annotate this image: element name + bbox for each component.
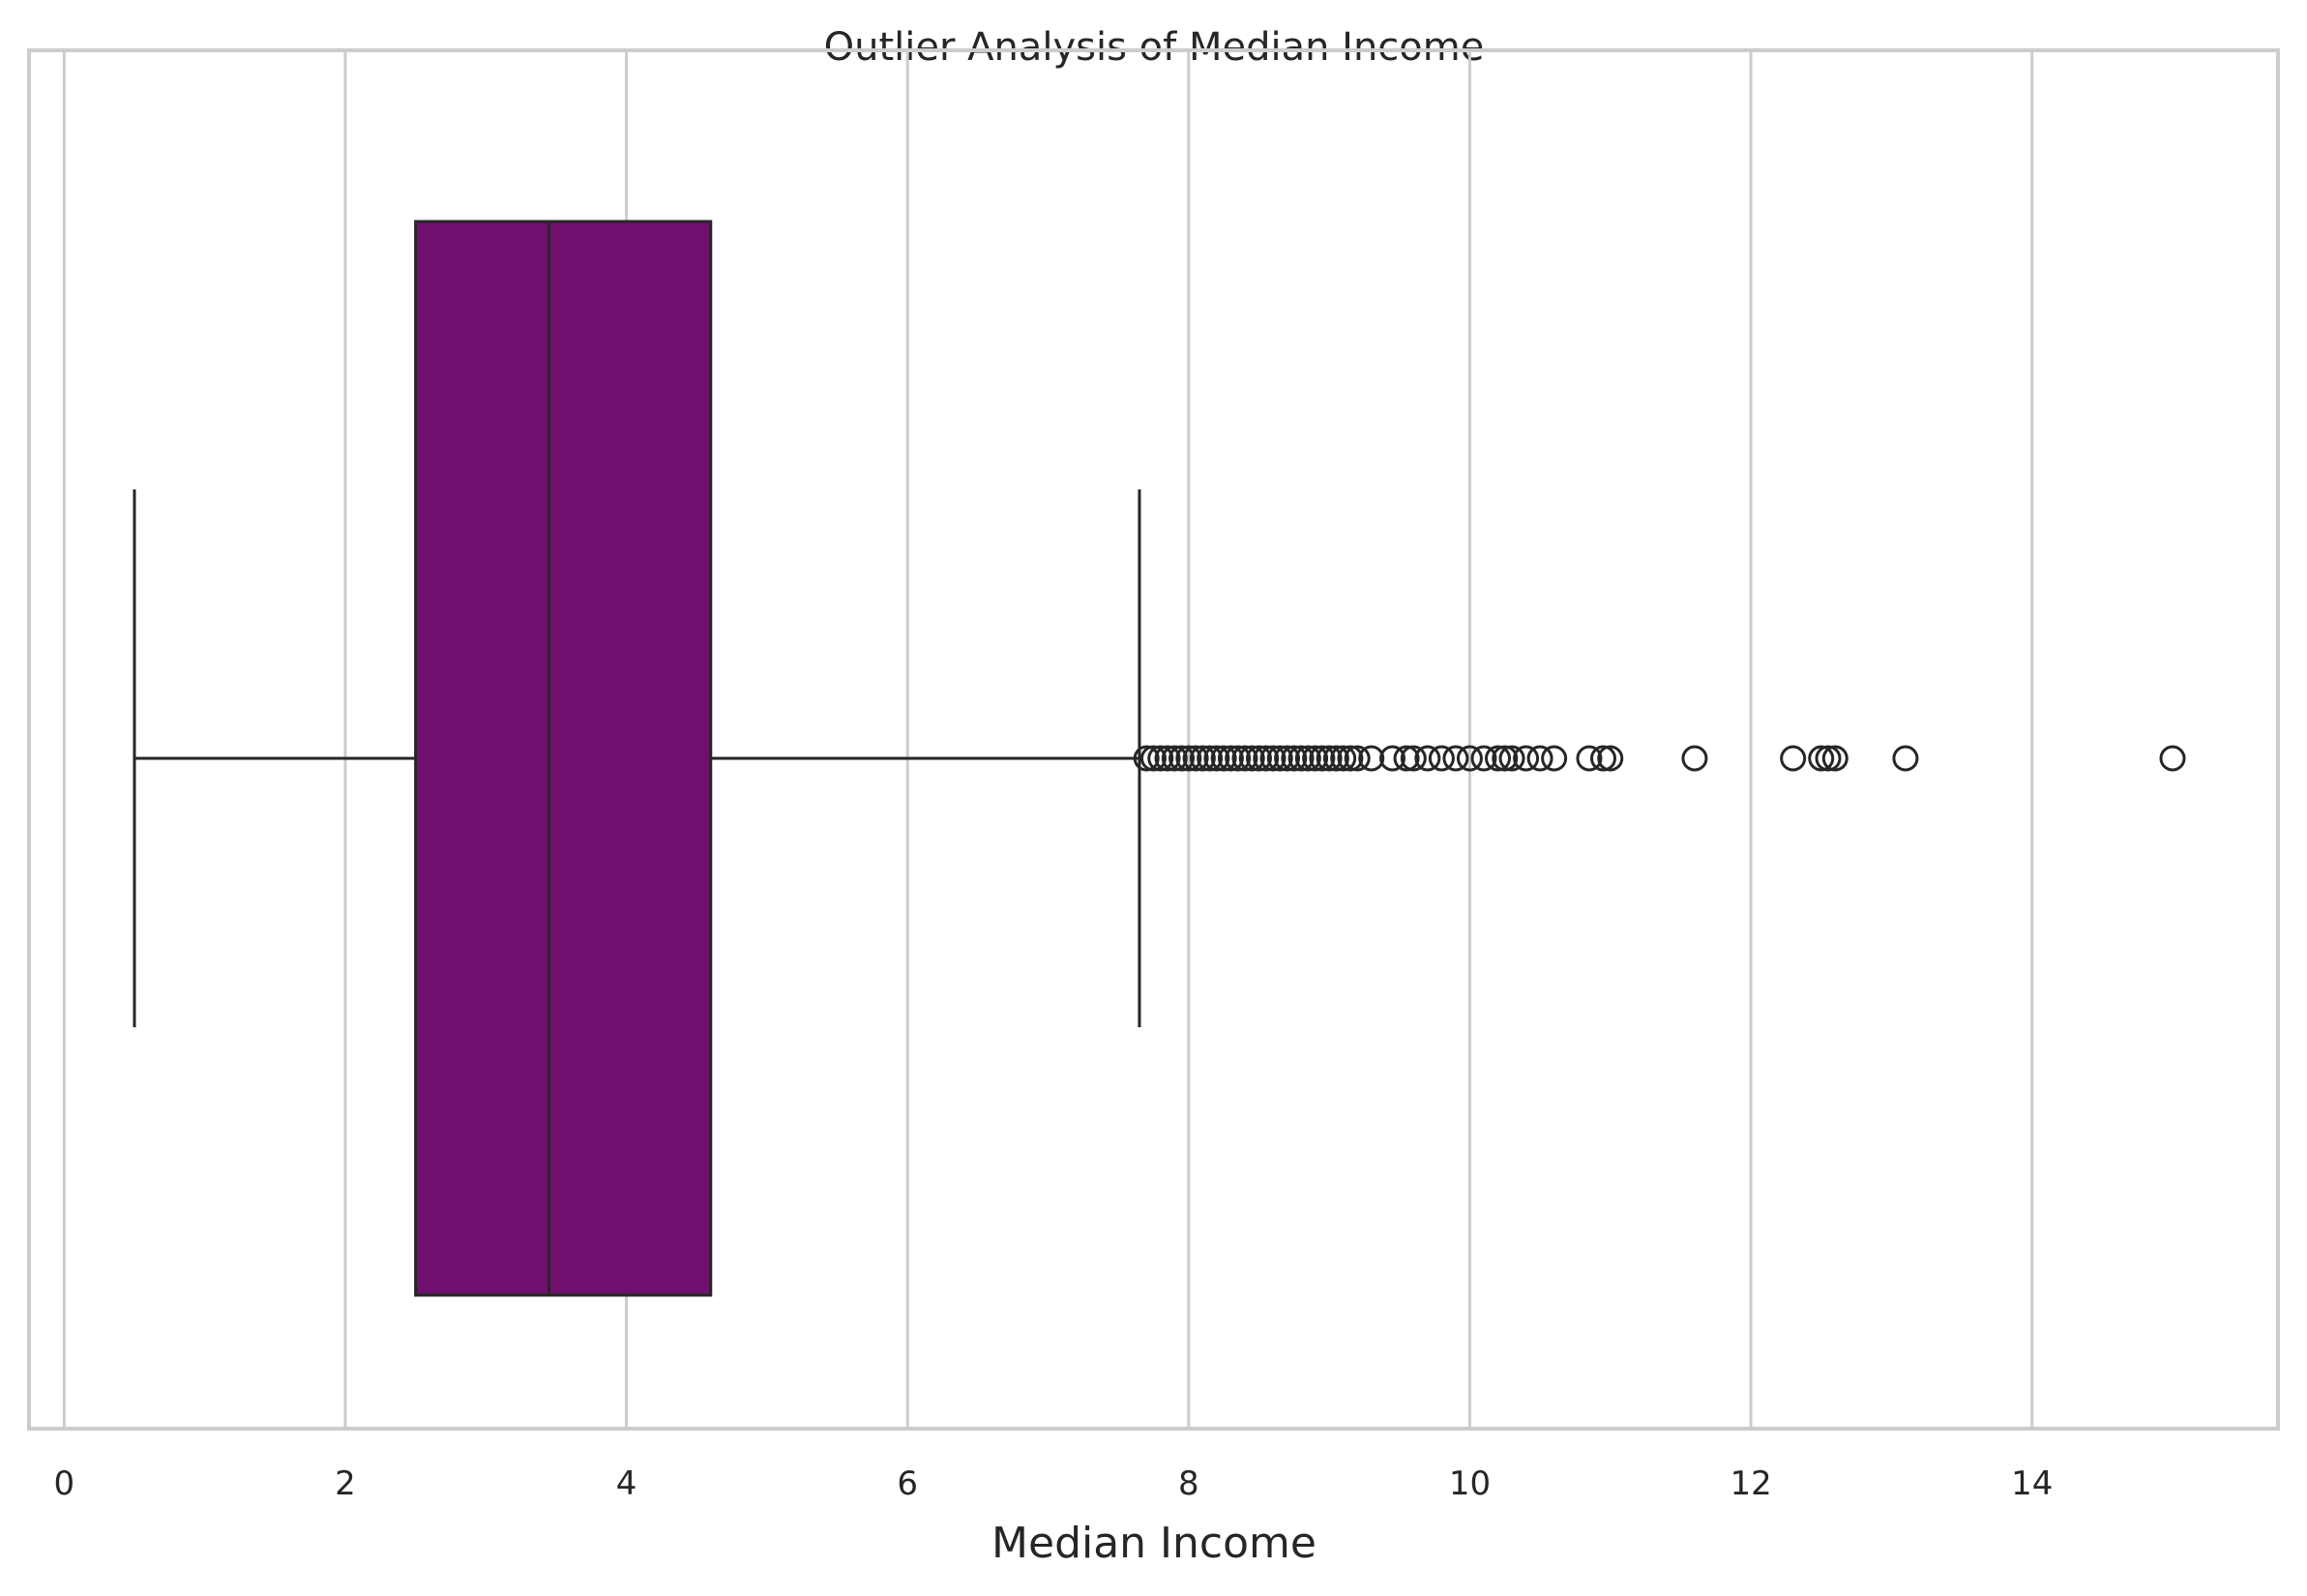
x-axis-ticks: 0 2 4 6 8 10 12 14 (54, 1464, 2054, 1503)
outlier-point-24 (1302, 745, 1329, 772)
outlier-point-18 (1259, 745, 1287, 772)
outlier-point-48 (1597, 745, 1624, 772)
outlier-point-16 (1245, 745, 1272, 772)
box-plot (133, 220, 1141, 1297)
outlier-point-32 (1379, 745, 1406, 772)
grid-lines (62, 50, 2034, 1429)
outlier-point-1 (1140, 745, 1167, 772)
outlier-point-3 (1154, 745, 1181, 772)
iqr-box (414, 220, 713, 1297)
x-tick-label-6: 6 (897, 1464, 918, 1503)
outlier-point-13 (1225, 745, 1252, 772)
outlier-point-45 (1541, 745, 1568, 772)
outlier-point-29 (1337, 745, 1364, 772)
outlier-point-28 (1330, 745, 1357, 772)
outlier-point-23 (1294, 745, 1321, 772)
outlier-point-49 (1681, 745, 1708, 772)
outlier-point-0 (1133, 745, 1160, 772)
x-tick-label-4: 4 (616, 1464, 637, 1503)
x-axis-label: Median Income (991, 1519, 1316, 1568)
x-tick-label-8: 8 (1178, 1464, 1199, 1503)
outlier-point-43 (1513, 745, 1540, 772)
outlier-point-11 (1210, 745, 1237, 772)
outlier-point-27 (1322, 745, 1349, 772)
outlier-point-44 (1526, 745, 1553, 772)
outlier-point-21 (1281, 745, 1308, 772)
plot-frame (27, 48, 2280, 1431)
outlier-point-51 (1808, 745, 1835, 772)
outlier-point-36 (1428, 745, 1455, 772)
outlier-point-14 (1231, 745, 1258, 772)
outlier-point-34 (1400, 745, 1427, 772)
outlier-point-15 (1238, 745, 1265, 772)
outlier-points (1133, 745, 2186, 772)
outlier-point-55 (2159, 745, 2186, 772)
outlier-point-30 (1344, 745, 1371, 772)
x-tick-label-0: 0 (54, 1464, 75, 1503)
chart-title: Outlier Analysis of Median Income (824, 25, 1485, 70)
outlier-point-10 (1203, 745, 1230, 772)
x-tick-label-10: 10 (1449, 1464, 1491, 1503)
outlier-point-26 (1316, 745, 1343, 772)
outlier-point-38 (1456, 745, 1483, 772)
outlier-point-6 (1175, 745, 1202, 772)
outlier-point-4 (1161, 745, 1188, 772)
x-tick-label-14: 14 (2011, 1464, 2053, 1503)
outlier-point-7 (1182, 745, 1209, 772)
outlier-point-41 (1492, 745, 1519, 772)
outlier-point-46 (1576, 745, 1603, 772)
outlier-point-25 (1309, 745, 1336, 772)
outlier-point-50 (1780, 745, 1807, 772)
outlier-point-33 (1393, 745, 1420, 772)
outlier-point-40 (1485, 745, 1512, 772)
outlier-point-2 (1147, 745, 1174, 772)
outlier-point-52 (1815, 745, 1842, 772)
outlier-point-9 (1197, 745, 1224, 772)
outlier-point-31 (1358, 745, 1385, 772)
outlier-point-35 (1414, 745, 1441, 772)
x-tick-label-12: 12 (1730, 1464, 1771, 1503)
outlier-point-39 (1470, 745, 1497, 772)
outlier-point-20 (1274, 745, 1301, 772)
outlier-point-47 (1590, 745, 1616, 772)
outlier-point-22 (1287, 745, 1315, 772)
outlier-point-37 (1442, 745, 1469, 772)
outlier-point-8 (1189, 745, 1216, 772)
outlier-point-42 (1498, 745, 1525, 772)
outlier-point-54 (1892, 745, 1919, 772)
outlier-point-53 (1821, 745, 1849, 772)
x-tick-label-2: 2 (335, 1464, 356, 1503)
outlier-point-5 (1168, 745, 1196, 772)
outlier-point-17 (1253, 745, 1280, 772)
outlier-point-12 (1217, 745, 1244, 772)
outlier-point-19 (1266, 745, 1293, 772)
